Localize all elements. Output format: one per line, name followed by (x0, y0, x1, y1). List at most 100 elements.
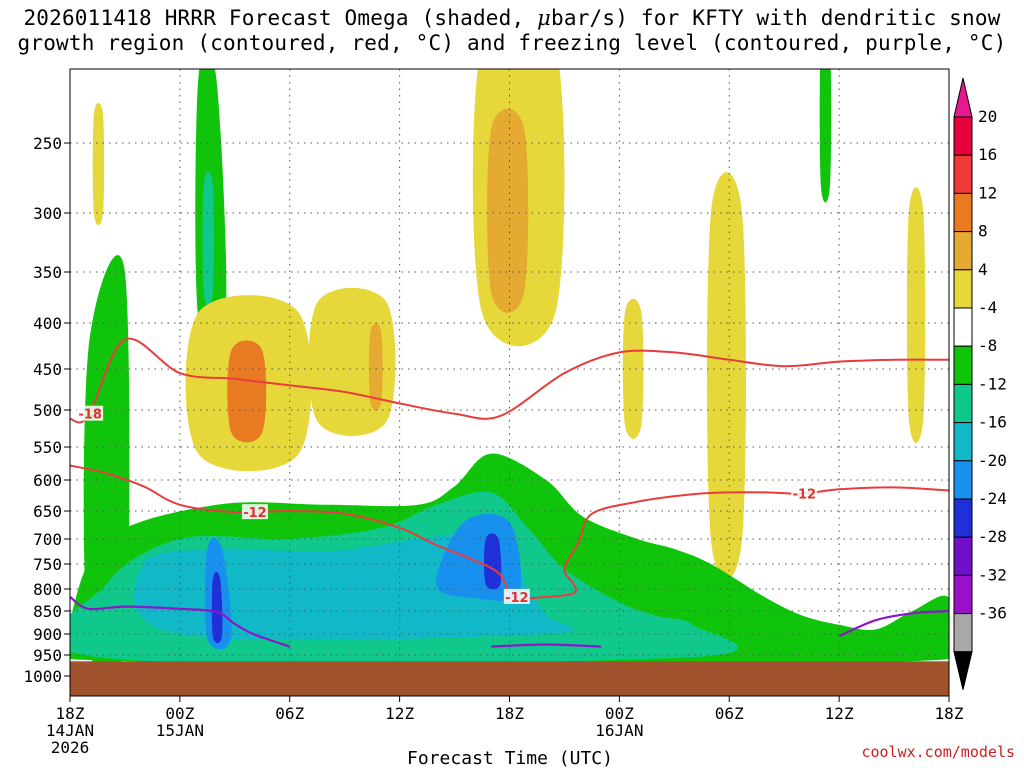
colorbar-swatch-1 (953, 154, 973, 194)
dgz-contour-line-0 (70, 337, 949, 424)
colorbar-label-1: 16 (978, 145, 997, 164)
colorbar-label-11: -28 (978, 527, 1007, 546)
colorbar-swatch-13 (953, 613, 973, 653)
x-tick-date-0: 14JAN (46, 721, 94, 740)
omega-region-3 (202, 171, 214, 306)
colorbar-swatch-0 (953, 116, 973, 156)
freezing-level-line-0 (70, 595, 291, 648)
y-tick-label-10: 750 (33, 555, 62, 574)
omega-region-7 (368, 323, 383, 411)
freezing-level-line-1 (491, 643, 602, 648)
colorbar-swatch-6 (953, 345, 973, 385)
y-tick-label-5: 500 (33, 401, 62, 420)
x-tick-date-1: 15JAN (156, 721, 204, 740)
colorbar-label-3: 8 (978, 222, 988, 241)
colorbar-swatch-2 (953, 192, 973, 233)
ground-fill (70, 661, 949, 696)
y-tick-label-0: 250 (33, 134, 62, 153)
colorbar-label-5: -4 (978, 298, 997, 317)
colorbar-swatch-5 (953, 307, 973, 347)
x-tick-label-7: 12Z (825, 704, 854, 723)
dgz-contour-line-1 (70, 464, 949, 600)
omega-region-20 (211, 571, 223, 644)
y-tick-label-6: 550 (33, 438, 62, 457)
x-tick-label-2: 06Z (275, 704, 304, 723)
y-tick-label-13: 900 (33, 625, 62, 644)
colorbar-label-6: -8 (978, 336, 997, 355)
x-tick-date-5: 16JAN (595, 721, 643, 740)
chart-title: 2026011418 HRRR Forecast Omega (shaded, … (0, 6, 1024, 56)
contour-label-2: -12 (505, 591, 529, 606)
y-tick-label-11: 800 (33, 580, 62, 599)
contour-label-bg-2 (503, 588, 530, 604)
chart-title-line1: 2026011418 HRRR Forecast Omega (shaded, … (0, 6, 1024, 31)
y-tick-label-2: 350 (33, 263, 62, 282)
contour-label-1: -12 (243, 506, 267, 521)
colorbar-swatch-10 (953, 498, 973, 538)
title-line1-start: 2026011418 HRRR Forecast Omega (shaded, (23, 6, 538, 30)
colorbar-label-4: 4 (978, 260, 988, 279)
colorbar: 20 16 12 8 4 -4 -8 -12 -16 -20 -24 -28 -32 -36 (953, 77, 1007, 690)
colorbar-top-arrow (953, 77, 973, 118)
ground-layer (70, 661, 949, 696)
colorbar-swatch-11 (953, 536, 973, 576)
contour-label-bg-1 (241, 504, 268, 520)
x-tick-year-0: 2026 (51, 738, 90, 757)
x-tick-label-6: 06Z (715, 704, 744, 723)
chart-title-line2: growth region (contoured, red, °C) and f… (17, 31, 1007, 55)
colorbar-swatch-8 (953, 422, 973, 462)
x-tick-label-4: 18Z (495, 704, 524, 723)
colorbar-swatch-4 (953, 269, 973, 309)
y-tick-label-14: 950 (33, 646, 62, 665)
x-tick-label-1: 00Z (165, 704, 194, 723)
y-axis: 250 300 350 400 450 500 550 600 650 700 750 800 850 9… (23, 134, 70, 686)
y-tick-label-3: 400 (33, 314, 62, 333)
x-tick-label-3: 12Z (385, 704, 414, 723)
y-tick-label-15: 1000 (23, 667, 62, 686)
x-axis-title: Forecast Time (UTC) (407, 748, 613, 768)
colorbar-swatch-12 (953, 574, 973, 615)
y-tick-label-8: 650 (33, 502, 62, 521)
omega-region-9 (487, 108, 529, 313)
colorbar-label-12: -32 (978, 565, 1007, 584)
colorbar-label-9: -20 (978, 451, 1007, 470)
colorbar-label-0: 20 (978, 107, 997, 126)
title-mu-symbol: μ (537, 6, 552, 30)
source-credit: coolwx.com/models (861, 743, 1015, 761)
y-tick-label-9: 700 (33, 530, 62, 549)
title-line1-end: bar/s) for KFTY with dendritic snow (551, 6, 1001, 30)
colorbar-label-8: -16 (978, 413, 1007, 432)
y-tick-label-12: 850 (33, 602, 62, 621)
omega-region-0 (92, 102, 105, 226)
x-tick-label-8: 18Z (935, 704, 964, 723)
omega-region-13 (906, 187, 926, 443)
y-tick-label-7: 600 (33, 471, 62, 490)
colorbar-bottom-arrow (953, 651, 973, 690)
contour-label-bg-0 (77, 405, 104, 421)
x-tick-label-0: 18Z (56, 704, 85, 723)
omega-region-10 (622, 298, 644, 439)
omega-shading-layer (70, 69, 949, 684)
contour-layer (70, 337, 949, 648)
omega-region-5 (227, 340, 267, 443)
omega-region-12 (819, 69, 832, 203)
colorbar-label-2: 12 (978, 183, 997, 202)
contour-label-3: -12 (793, 488, 817, 503)
omega-region-18 (484, 533, 502, 590)
x-tick-label-5: 00Z (605, 704, 634, 723)
contour-label-bg-3 (791, 485, 818, 501)
colorbar-label-13: -36 (978, 604, 1007, 623)
colorbar-swatch-3 (953, 231, 973, 271)
colorbar-swatch-9 (953, 460, 973, 500)
y-tick-label-1: 300 (33, 204, 62, 223)
colorbar-label-10: -24 (978, 489, 1007, 508)
y-tick-label-4: 450 (33, 360, 62, 379)
contour-label-layer: -18 -12 -12 -12 (77, 405, 818, 606)
omega-region-11 (707, 172, 746, 580)
colorbar-swatch-7 (953, 383, 973, 424)
freezing-level-line-2 (838, 609, 949, 638)
colorbar-label-7: -12 (978, 374, 1007, 393)
contour-label-0: -18 (78, 408, 102, 423)
